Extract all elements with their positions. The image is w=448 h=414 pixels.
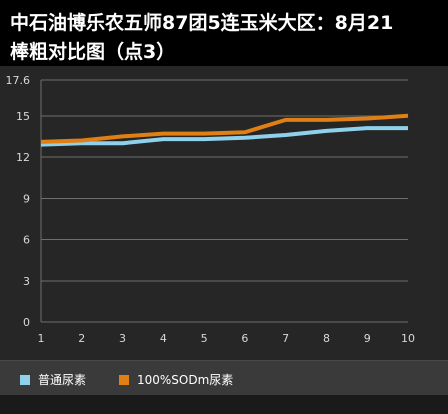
x-tick-label: 8 <box>323 332 330 345</box>
x-tick-label: 4 <box>160 332 167 345</box>
legend: 普通尿素 100%SODm尿素 <box>0 360 448 395</box>
x-tick-label: 6 <box>241 332 248 345</box>
legend-label-series-2: 100%SODm尿素 <box>137 373 234 387</box>
x-tick-label: 5 <box>201 332 208 345</box>
x-tick-label: 9 <box>364 332 371 345</box>
series-layer <box>40 113 409 147</box>
legend-swatch-blue <box>20 374 30 385</box>
x-tick-label: 7 <box>282 332 289 345</box>
chart-title-line-1: 中石油博乐农五师87团5连玉米大区：8月21 <box>10 12 394 34</box>
y-tick-label: 3 <box>23 275 30 288</box>
legend-item-series-1: 普通尿素 <box>20 371 86 388</box>
x-tick-label: 3 <box>119 332 126 345</box>
legend-label-series-1: 普通尿素 <box>38 373 87 387</box>
plot-panel <box>0 66 448 360</box>
x-tick-label: 1 <box>38 332 45 345</box>
footer-strip <box>0 395 448 414</box>
y-tick-label: 17.6 <box>6 74 31 87</box>
y-tick-label: 6 <box>23 234 30 247</box>
y-tick-label: 15 <box>16 110 30 123</box>
series-line-2 <box>40 113 409 144</box>
legend-swatch-orange <box>119 374 129 385</box>
grid-layer <box>40 79 408 323</box>
y-tick-label: 0 <box>23 316 30 329</box>
y-tick-label: 9 <box>23 192 30 205</box>
x-tick-label: 10 <box>401 332 415 345</box>
x-tick-label: 2 <box>78 332 85 345</box>
chart-title-line-2: 棒粗对比图（点3） <box>10 41 176 63</box>
chart-title: 中石油博乐农五师87团5连玉米大区：8月21 棒粗对比图（点3） <box>10 9 446 67</box>
series-line-1 <box>40 126 408 147</box>
legend-item-series-2: 100%SODm尿素 <box>119 371 233 388</box>
y-tick-label: 12 <box>16 151 30 164</box>
